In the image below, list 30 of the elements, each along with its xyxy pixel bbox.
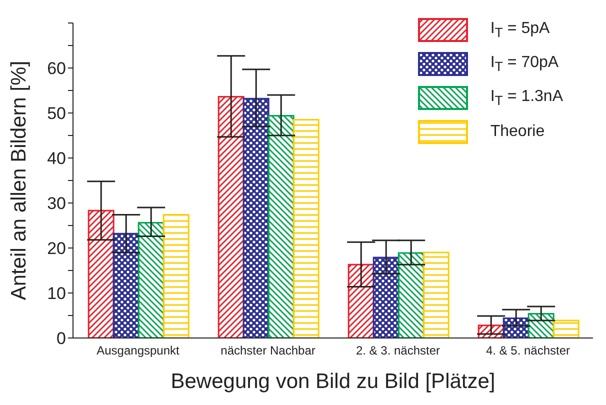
y-tick-label: 50 <box>47 104 66 124</box>
y-tick-label: 10 <box>47 284 66 304</box>
x-tick-label: 4. & 5. nächster <box>486 344 570 358</box>
bar <box>138 222 164 338</box>
y-tick-label: 60 <box>47 59 66 78</box>
bar <box>552 320 580 338</box>
legend-label: I$_{T}$ = 70pA <box>490 54 559 74</box>
bar <box>292 119 320 338</box>
bar <box>242 98 270 338</box>
bar <box>88 210 114 338</box>
y-tick-label: 30 <box>47 194 66 214</box>
bar <box>372 256 400 338</box>
y-tick-label: 20 <box>47 239 66 258</box>
x-tick-label: Ausgangspunkt <box>96 344 180 358</box>
x-axis-title: Bewegung von Bild zu Bild [Plätze] <box>170 370 496 393</box>
bar <box>218 96 244 338</box>
x-tick-label: nächster Nachbar <box>220 344 316 358</box>
x-tick-label: 2. & 3. nächster <box>356 344 440 358</box>
y-tick-label: 0 <box>56 329 66 348</box>
bar <box>398 252 424 338</box>
y-tick-label: 40 <box>47 149 66 168</box>
bar <box>162 214 190 338</box>
bar <box>112 232 140 338</box>
bar <box>268 114 294 338</box>
y-axis-title: Anteil an allen Bildern [%] <box>7 60 30 300</box>
legend-label: I$_{T}$ = 1.3nA <box>490 88 563 108</box>
bar <box>348 264 374 338</box>
legend-label: I$_{T}$ = 5pA <box>490 20 550 40</box>
bar <box>422 252 450 338</box>
legend-label: Theorie <box>490 123 545 141</box>
